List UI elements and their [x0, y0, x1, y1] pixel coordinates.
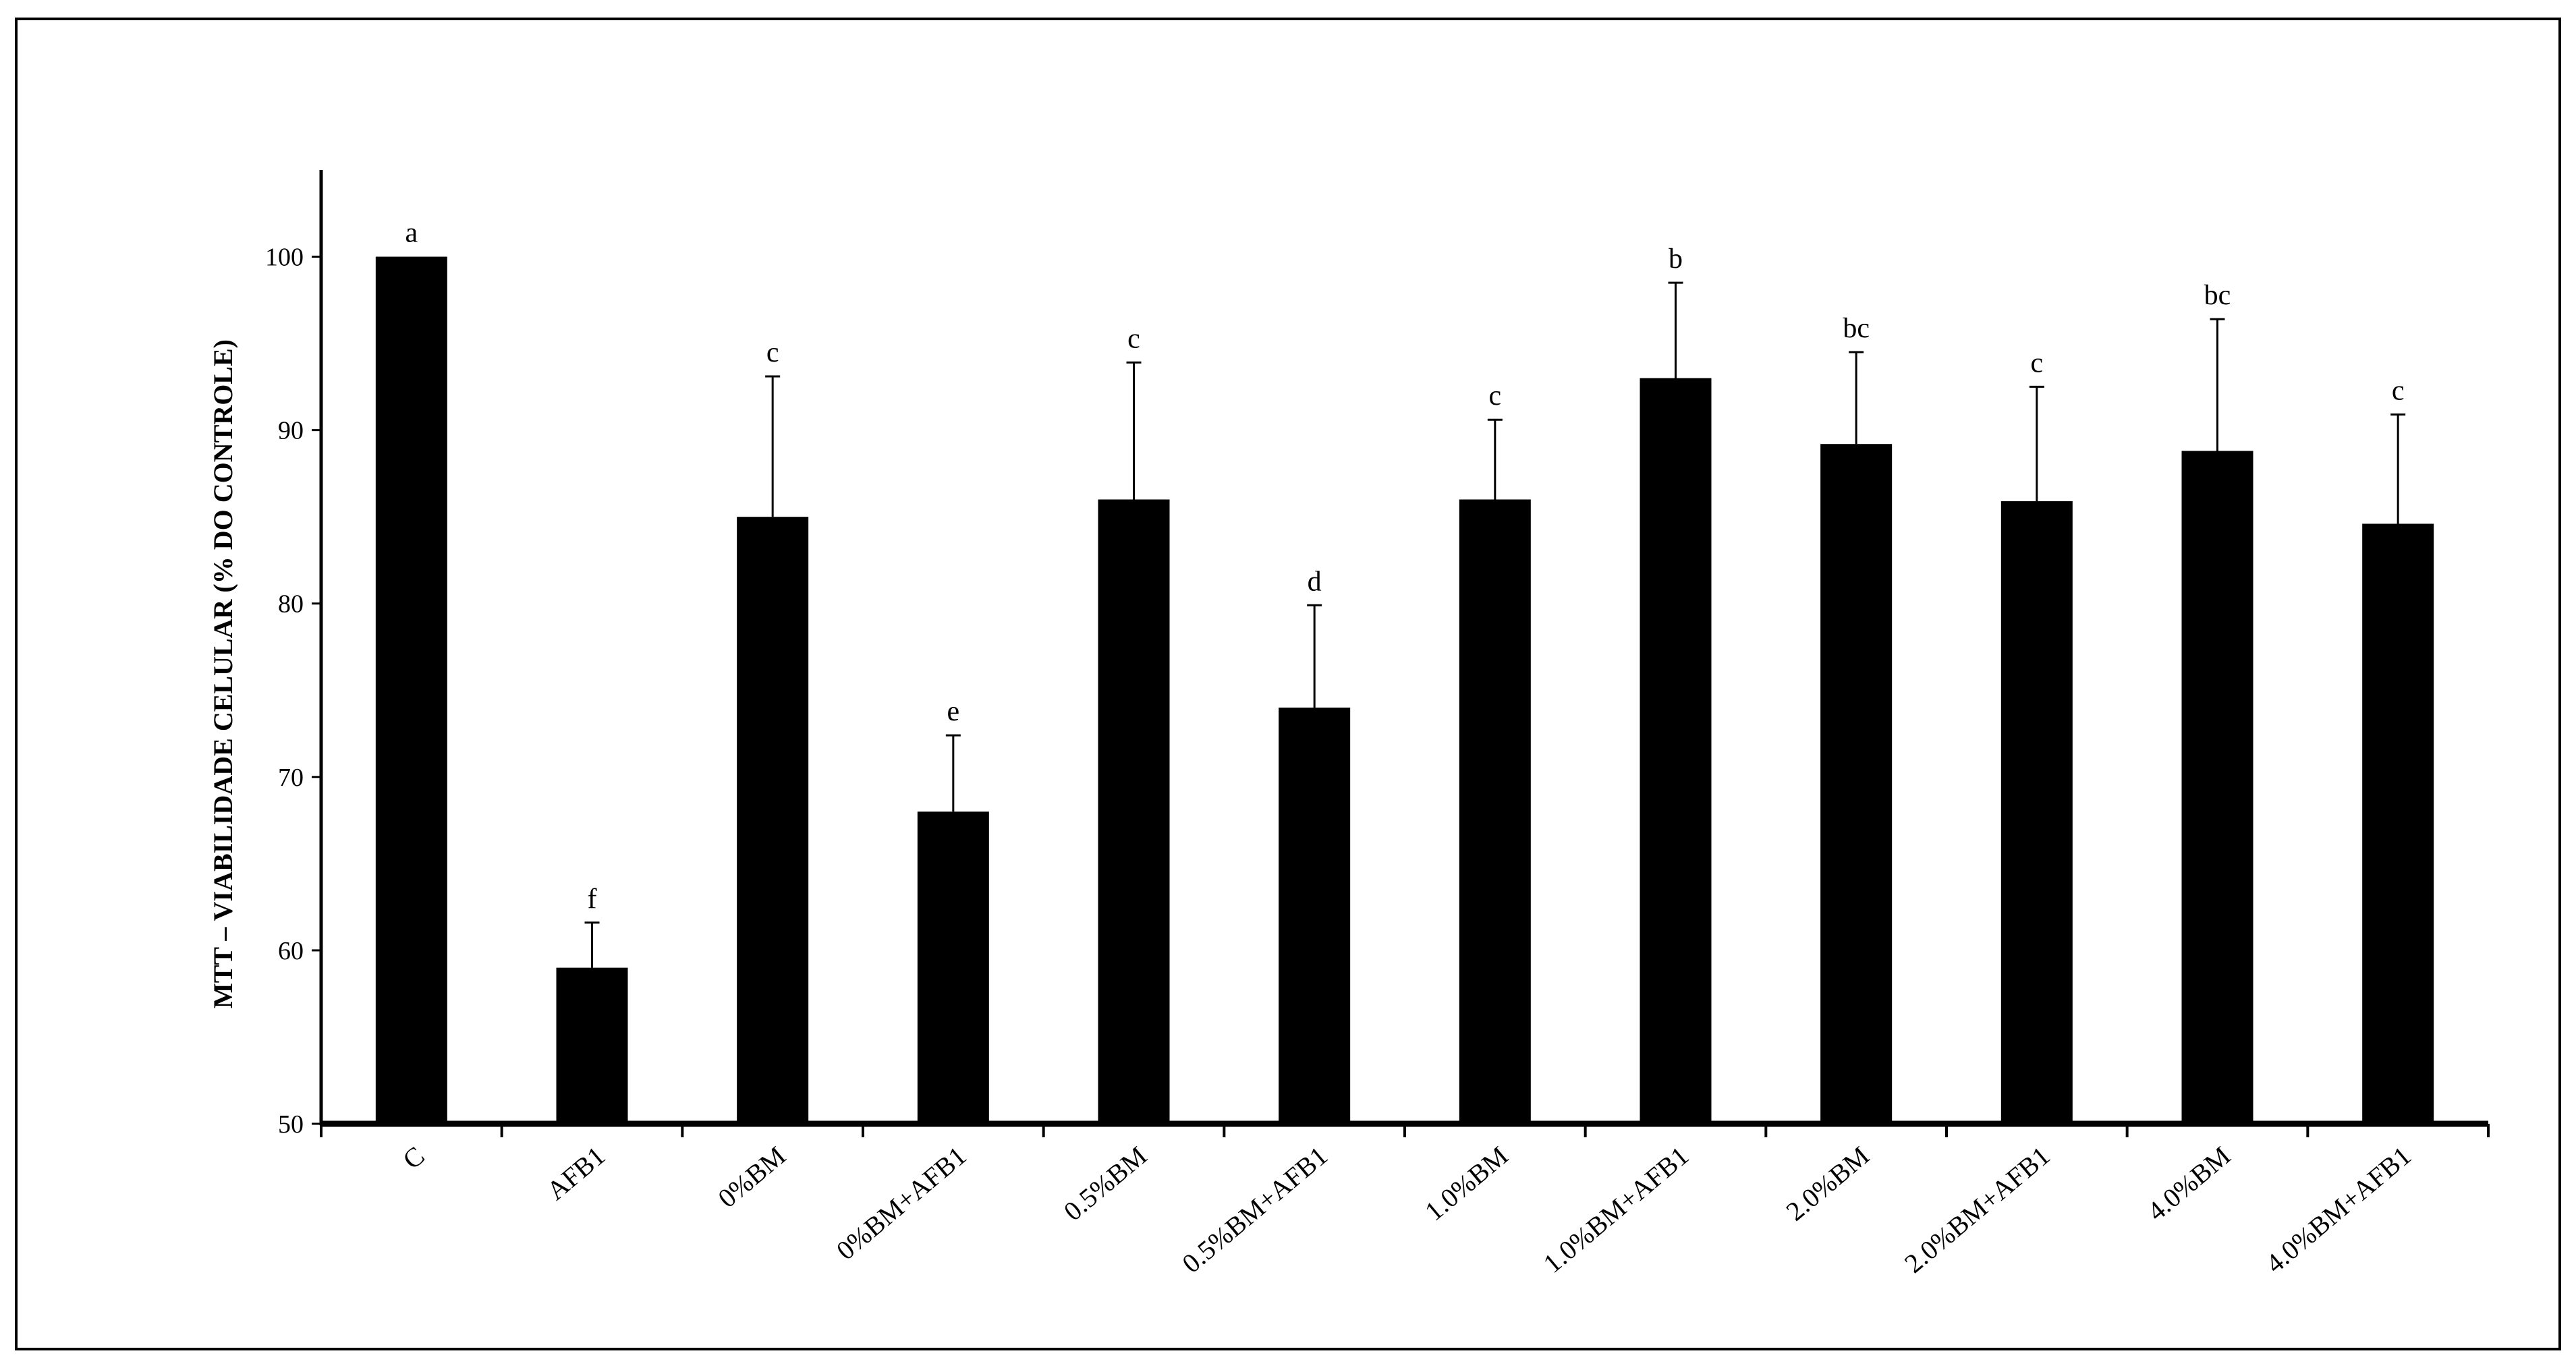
category-label-0: C	[397, 1140, 430, 1175]
error-bar-5	[1307, 604, 1322, 708]
error-bar-6	[1487, 418, 1503, 500]
y-tick-label-4: 90	[278, 417, 304, 445]
axes	[312, 170, 2490, 1137]
category-label-11: 4.0%BM+AFB1	[2260, 1140, 2417, 1278]
category-label-9: 2.0%BM+AFB1	[1899, 1140, 2056, 1278]
y-tick-labels: 50 60 70 80 90 100	[265, 244, 304, 1139]
error-bar-3	[945, 734, 961, 812]
y-tick-label-0: 50	[278, 1110, 304, 1139]
category-label-6: 1.0%BM	[1419, 1140, 1513, 1226]
significance-label-10: bc	[2204, 280, 2231, 311]
y-tick-label-2: 70	[278, 764, 304, 792]
bars	[375, 256, 2434, 1124]
significance-labels: a f c e c d c b bc c bc c	[405, 218, 2405, 915]
significance-label-8: bc	[1843, 313, 1870, 344]
error-bar-8	[1849, 351, 1864, 445]
bar-8	[1820, 444, 1893, 1124]
bar-2	[737, 517, 809, 1124]
significance-label-0: a	[405, 218, 418, 249]
significance-label-3: e	[947, 696, 960, 727]
y-axis-title: MTT – VIABILIDADE CELULAR (% DO CONTROLE…	[208, 339, 238, 1008]
y-tick-label-5: 100	[265, 244, 304, 272]
bar-11	[2362, 523, 2434, 1124]
bar-5	[1279, 707, 1351, 1124]
error-bar-11	[2390, 413, 2406, 524]
error-bar-9	[2029, 385, 2044, 502]
bar-7	[1640, 378, 1712, 1124]
bar-4	[1098, 499, 1170, 1124]
error-bar-10	[2210, 318, 2225, 451]
y-tick-label-3: 80	[278, 590, 304, 619]
significance-label-5: d	[1308, 566, 1322, 597]
chart-frame: a f c e c d c b bc c bc c 50 60 70 80 90 100 C AFB1 0%BM 0%…	[15, 18, 2561, 1350]
bar-9	[2000, 501, 2073, 1124]
significance-label-4: c	[1127, 323, 1140, 354]
category-label-2: 0%BM	[712, 1140, 791, 1214]
bar-1	[556, 967, 628, 1124]
significance-label-2: c	[766, 337, 779, 368]
category-label-3: 0%BM+AFB1	[831, 1140, 972, 1265]
category-label-10: 4.0%BM	[2141, 1140, 2236, 1226]
error-bar-4	[1126, 361, 1142, 500]
category-label-4: 0.5%BM	[1058, 1140, 1152, 1226]
category-label-5: 0.5%BM+AFB1	[1176, 1140, 1333, 1278]
error-bar-1	[584, 921, 600, 968]
bar-chart: a f c e c d c b bc c bc c 50 60 70 80 90 100 C AFB1 0%BM 0%…	[208, 170, 2490, 1279]
significance-label-9: c	[2031, 347, 2044, 378]
error-bars	[584, 281, 2406, 968]
category-labels: C AFB1 0%BM 0%BM+AFB1 0.5%BM 0.5%BM+AFB1 1.0%B…	[397, 1140, 2417, 1278]
error-bar-2	[765, 375, 781, 517]
significance-label-6: c	[1489, 380, 1502, 411]
significance-label-1: f	[588, 884, 597, 915]
significance-label-7: b	[1669, 244, 1683, 275]
significance-label-11: c	[2392, 375, 2405, 406]
bar-10	[2181, 451, 2253, 1124]
y-tick-label-1: 60	[278, 937, 304, 965]
bar-0	[375, 256, 447, 1124]
bar-3	[917, 811, 989, 1124]
category-label-8: 2.0%BM	[1781, 1140, 1875, 1226]
category-label-7: 1.0%BM+AFB1	[1538, 1140, 1695, 1278]
error-bar-7	[1668, 281, 1683, 378]
bar-6	[1459, 499, 1531, 1124]
category-label-1: AFB1	[540, 1140, 611, 1205]
